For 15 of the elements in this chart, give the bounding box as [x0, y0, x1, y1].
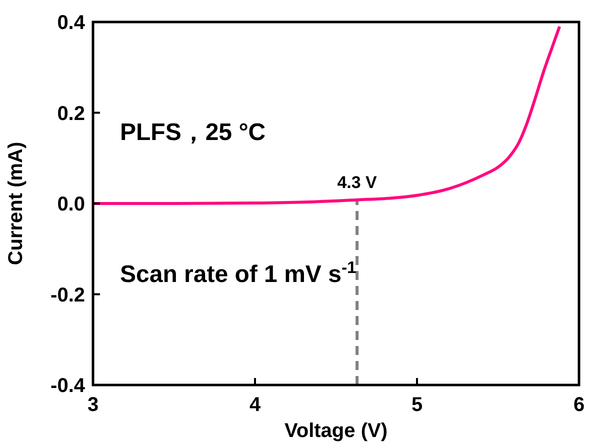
- ref-line-label: 4.3 V: [337, 172, 378, 192]
- y-tick-label: 0.2: [57, 102, 85, 125]
- y-axis-title: Current (mA): [5, 142, 27, 266]
- y-tick-label: 0.4: [57, 12, 86, 34]
- y-tick-label: -0.2: [50, 284, 85, 306]
- annotation: PLFS，25 °C: [120, 119, 266, 146]
- x-tick-label: 3: [87, 394, 99, 416]
- x-tick-label: 6: [573, 394, 585, 416]
- x-axis-title: Voltage (V): [284, 420, 388, 442]
- y-tick-label: -0.4: [50, 375, 86, 397]
- x-tick-label: 5: [411, 394, 423, 416]
- line-series: [92, 25, 562, 205]
- x-tick-label: 4: [249, 394, 262, 416]
- annotation: Scan rate of 1 mV s$^{-1}$: [120, 258, 356, 288]
- y-tick-label: 0.0: [57, 194, 85, 216]
